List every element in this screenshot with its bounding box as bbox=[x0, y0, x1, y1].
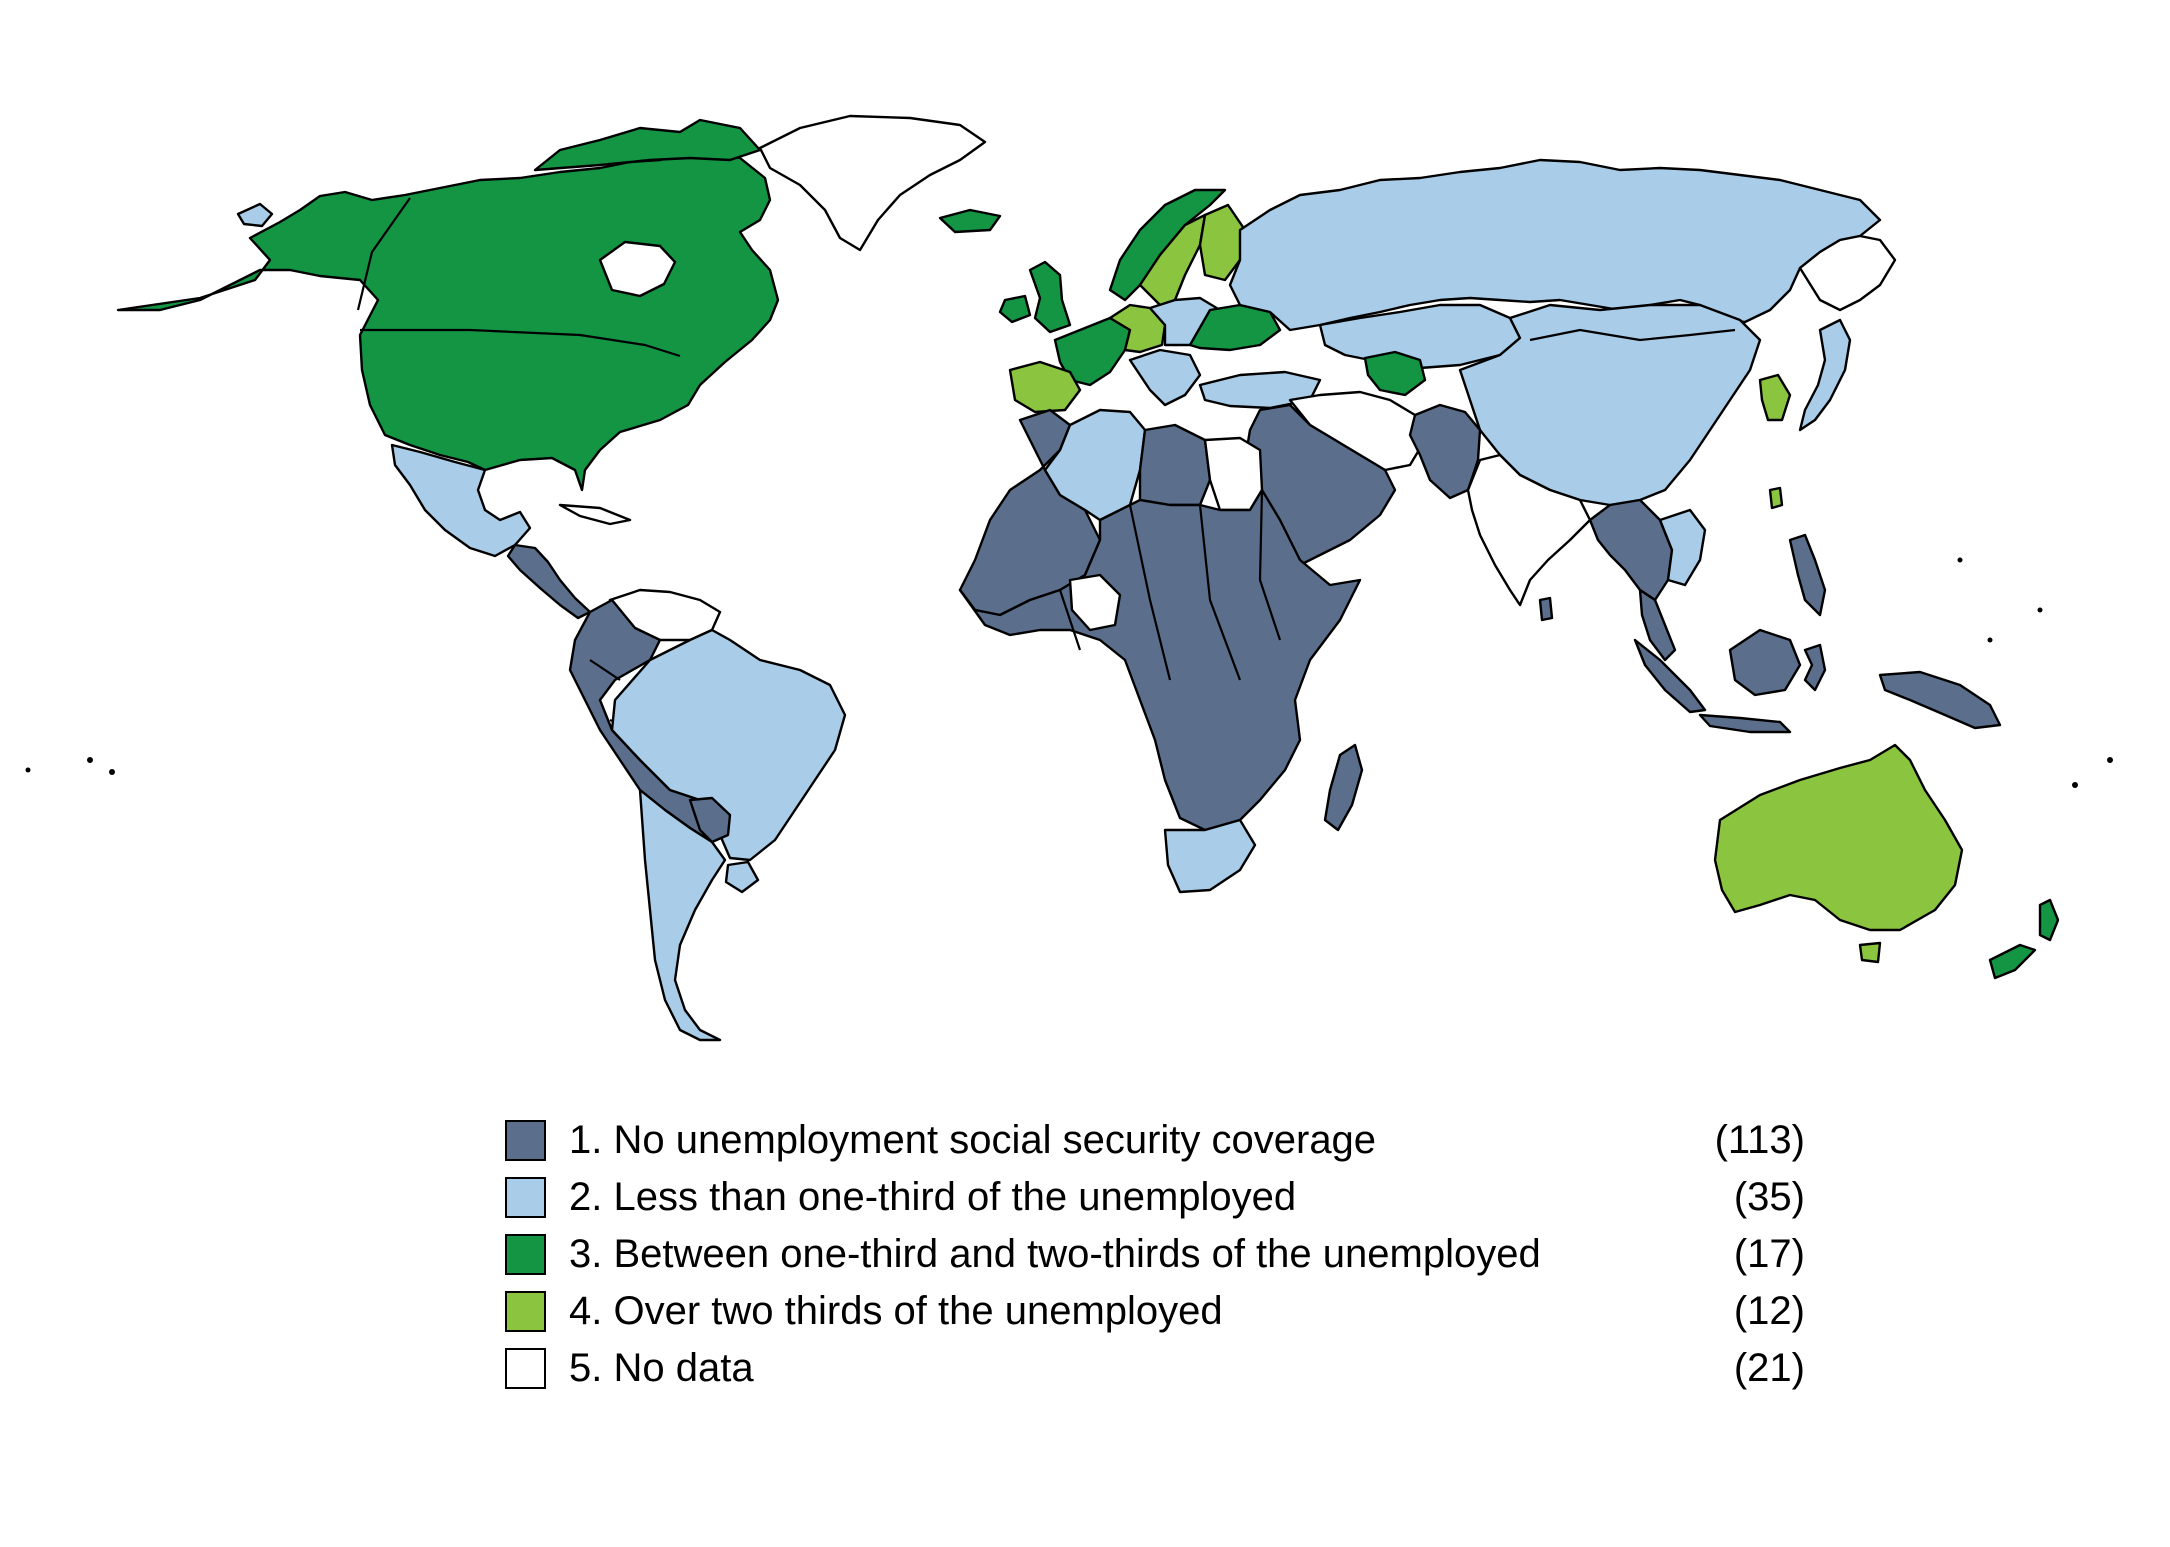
region-india bbox=[1466, 453, 1592, 607]
hudson-bay bbox=[598, 240, 677, 298]
region-russia bbox=[1228, 158, 1882, 332]
legend-swatch bbox=[505, 1120, 546, 1161]
world-map bbox=[25, 114, 2113, 1042]
pacific-islands bbox=[25, 557, 2113, 788]
region-southern-cone bbox=[638, 788, 727, 1042]
legend-count: (21) bbox=[1733, 1346, 1805, 1390]
legend-label: 2. Less than one-third of the unemployed bbox=[569, 1175, 1297, 1219]
region-greenland bbox=[758, 114, 987, 252]
region-spain bbox=[1008, 360, 1082, 414]
legend-label: 1. No unemployment social security cover… bbox=[569, 1118, 1377, 1162]
region-north-east-siberia bbox=[1798, 234, 1897, 312]
region-philippines bbox=[1788, 533, 1827, 617]
region-japan bbox=[1798, 318, 1852, 432]
region-north-america bbox=[116, 148, 780, 492]
region-southeast-asia bbox=[1588, 498, 1674, 602]
region-taiwan bbox=[1768, 486, 1784, 510]
legend-swatch bbox=[505, 1177, 546, 1218]
region-central-america bbox=[506, 543, 592, 620]
legend-label: 3. Between one-third and two-thirds of t… bbox=[569, 1232, 1541, 1276]
region-arctic-islands bbox=[533, 118, 762, 172]
region-vietnam bbox=[1658, 508, 1707, 587]
region-libya bbox=[1138, 423, 1212, 507]
region-west-africa-gap bbox=[1068, 573, 1122, 632]
region-egypt bbox=[1203, 436, 1264, 512]
legend-item-no-data: 5. No data (21) bbox=[505, 1340, 1805, 1397]
region-cuba bbox=[558, 503, 632, 526]
region-indonesia-sumatra bbox=[1633, 638, 1707, 714]
legend-swatch bbox=[505, 1348, 546, 1389]
legend-count: (113) bbox=[1714, 1118, 1805, 1162]
legend-item-third-two-thirds: 3. Between one-third and two-thirds of t… bbox=[505, 1226, 1805, 1283]
region-indonesia-borneo bbox=[1728, 628, 1802, 697]
region-turkmenistan bbox=[1363, 350, 1427, 397]
legend-count: (17) bbox=[1733, 1232, 1805, 1276]
region-indonesia-java bbox=[1698, 713, 1792, 734]
region-uruguay bbox=[724, 860, 760, 894]
region-new-zealand-south bbox=[1988, 943, 2037, 980]
region-korea bbox=[1758, 373, 1792, 422]
legend-swatch bbox=[505, 1234, 546, 1275]
region-tasmania bbox=[1858, 941, 1882, 964]
region-finland bbox=[1198, 203, 1247, 282]
legend-label: 5. No data bbox=[569, 1346, 754, 1390]
region-mexico bbox=[390, 443, 532, 558]
region-paraguay bbox=[688, 796, 732, 844]
legend-count: (35) bbox=[1733, 1175, 1805, 1219]
legend-count: (12) bbox=[1733, 1289, 1805, 1333]
legend-swatch bbox=[505, 1291, 546, 1332]
legend-label: 4. Over two thirds of the unemployed bbox=[569, 1289, 1223, 1333]
region-ireland bbox=[998, 294, 1032, 324]
legend-item-over-two-thirds: 4. Over two thirds of the unemployed (12) bbox=[505, 1283, 1805, 1340]
region-new-zealand-north bbox=[2038, 898, 2060, 942]
region-south-africa bbox=[1163, 818, 1257, 894]
region-madagascar bbox=[1323, 743, 1364, 832]
legend-item-none: 1. No unemployment social security cover… bbox=[505, 1112, 1805, 1169]
region-malaysia bbox=[1638, 588, 1677, 662]
region-iceland bbox=[938, 208, 1002, 234]
region-germany bbox=[1108, 303, 1167, 354]
region-uk-ireland bbox=[1028, 260, 1072, 334]
region-australia bbox=[1713, 743, 1964, 932]
map-legend: 1. No unemployment social security cover… bbox=[505, 1112, 1805, 1397]
region-indonesia-sulawesi bbox=[1803, 643, 1827, 692]
region-brazil bbox=[610, 628, 847, 862]
region-balkans bbox=[1128, 348, 1202, 407]
region-sri-lanka bbox=[1538, 596, 1554, 622]
legend-item-less-third: 2. Less than one-third of the unemployed… bbox=[505, 1169, 1805, 1226]
region-papua bbox=[1878, 670, 2002, 730]
region-alaska-tip bbox=[236, 202, 274, 228]
region-china-mongolia bbox=[1458, 303, 1762, 507]
